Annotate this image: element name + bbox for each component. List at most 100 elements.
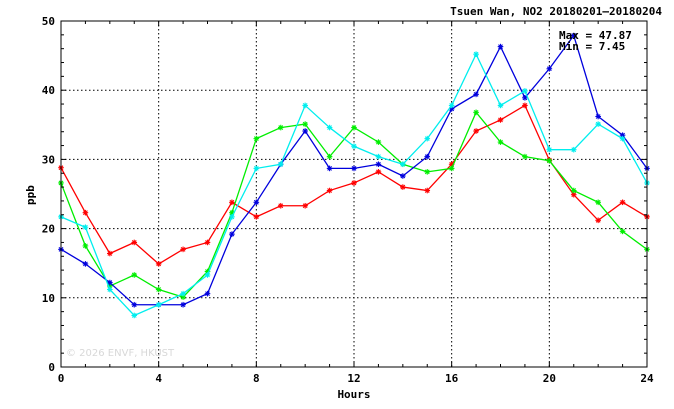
- y-tick-label: 20: [42, 223, 55, 236]
- data-point: [253, 214, 260, 220]
- data-point: [82, 243, 89, 249]
- data-point: [326, 124, 333, 131]
- data-point: [253, 165, 260, 172]
- data-point: [546, 157, 553, 164]
- data-point: [204, 239, 211, 246]
- data-point: [424, 187, 431, 194]
- data-point: [131, 272, 138, 278]
- chart-title: Tsuen Wan, NO2 20180201–20180204: [450, 5, 662, 18]
- x-tick-label: 16: [445, 372, 459, 385]
- data-point: [497, 43, 504, 50]
- data-point: [351, 143, 357, 150]
- data-point: [302, 102, 308, 109]
- data-point: [546, 146, 553, 153]
- data-point: [497, 139, 504, 145]
- data-point: [277, 202, 284, 209]
- data-point: [619, 135, 626, 142]
- grid: [61, 21, 647, 367]
- y-tick-label: 50: [42, 15, 55, 28]
- data-point: [229, 214, 235, 220]
- data-point: [497, 117, 504, 123]
- x-tick-label: 24: [640, 372, 654, 385]
- data-point: [595, 113, 601, 120]
- data-point: [82, 224, 89, 231]
- data-point: [570, 187, 577, 194]
- data-point: [424, 153, 431, 160]
- data-point: [180, 290, 186, 297]
- data-point: [82, 261, 89, 267]
- data-point: [448, 165, 455, 172]
- x-axis-title: Hours: [337, 388, 370, 401]
- data-point: [619, 199, 626, 206]
- data-point: [473, 51, 479, 58]
- data-point: [326, 187, 333, 194]
- data-point: [326, 153, 333, 160]
- data-point: [375, 139, 382, 145]
- x-tick-label: 8: [253, 372, 260, 385]
- data-point: [400, 173, 406, 179]
- data-point: [155, 261, 162, 267]
- data-point: [400, 184, 406, 190]
- y-tick-label: 0: [48, 361, 55, 374]
- data-point: [302, 128, 308, 134]
- data-point: [473, 128, 479, 134]
- data-point: [229, 231, 235, 237]
- data-point: [351, 180, 357, 186]
- y-tick-label: 40: [42, 84, 55, 97]
- data-point: [107, 279, 113, 286]
- data-point: [546, 65, 553, 72]
- x-tick-label: 20: [543, 372, 556, 385]
- data-point: [180, 246, 186, 253]
- data-point: [375, 169, 382, 175]
- x-tick-label: 0: [58, 372, 65, 385]
- data-point: [424, 135, 431, 142]
- x-tick-label: 12: [347, 372, 360, 385]
- data-point: [448, 102, 455, 109]
- data-point: [619, 228, 626, 235]
- data-point: [107, 286, 113, 293]
- data-point: [522, 95, 528, 101]
- data-point: [522, 153, 528, 160]
- y-axis-title: ppb: [24, 185, 37, 205]
- data-point: [595, 217, 601, 224]
- data-point: [522, 88, 528, 94]
- series-layer: [58, 32, 650, 319]
- data-point: [155, 286, 162, 293]
- data-point: [302, 202, 308, 209]
- ticks: 0 4 8 12 16 20 24 0 10 20 30 40 50: [42, 15, 654, 385]
- max-label: Max = 47.87: [559, 29, 632, 42]
- y-tick-label: 10: [42, 292, 55, 305]
- watermark: © 2026 ENVF, HKUST: [66, 348, 175, 359]
- data-point: [253, 135, 260, 142]
- data-point: [131, 301, 138, 308]
- data-point: [570, 146, 577, 153]
- min-label: Min = 7.45: [559, 40, 625, 53]
- data-point: [351, 165, 357, 172]
- data-point: [375, 161, 382, 168]
- data-point: [497, 102, 504, 109]
- data-point: [82, 209, 89, 216]
- data-point: [302, 121, 308, 127]
- data-point: [351, 124, 357, 131]
- data-point: [204, 290, 211, 297]
- data-point: [253, 199, 260, 206]
- x-tick-label: 4: [155, 372, 162, 385]
- data-point: [204, 272, 211, 278]
- data-point: [229, 199, 235, 206]
- data-point: [277, 124, 284, 131]
- data-point: [400, 161, 406, 168]
- data-point: [131, 239, 138, 246]
- data-point: [473, 109, 479, 116]
- data-point: [107, 250, 113, 257]
- data-point: [595, 199, 601, 206]
- data-point: [570, 32, 577, 39]
- data-point: [180, 301, 186, 308]
- data-point: [375, 153, 382, 160]
- data-point: [131, 312, 138, 319]
- data-point: [155, 301, 162, 308]
- data-point: [326, 165, 333, 172]
- y-tick-label: 30: [42, 153, 55, 166]
- data-point: [522, 102, 528, 109]
- data-point: [424, 169, 431, 175]
